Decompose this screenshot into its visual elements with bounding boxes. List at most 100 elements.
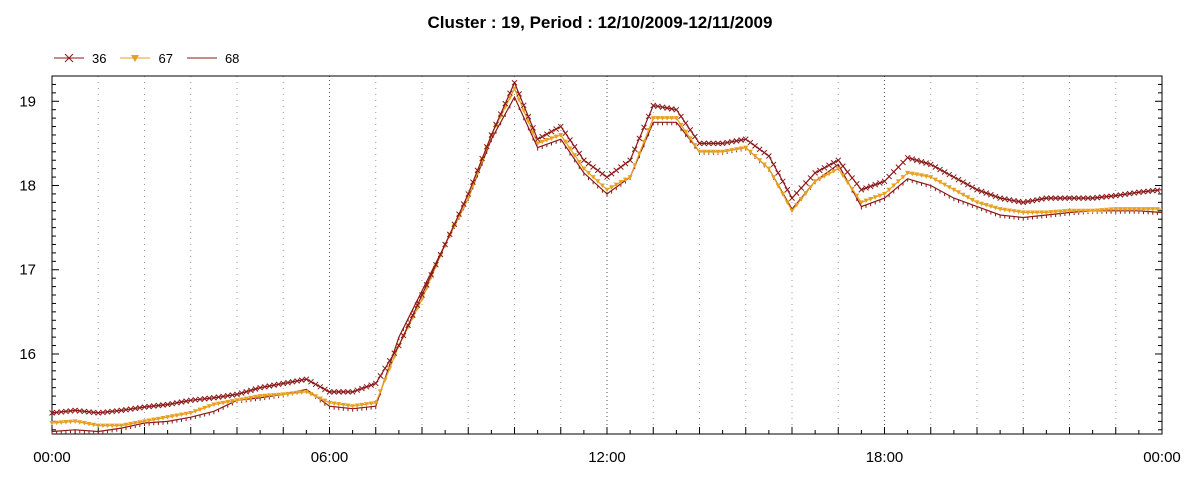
- data-point-67: [100, 423, 106, 429]
- data-point-67: [303, 389, 309, 395]
- legend-item-36[interactable]: 36: [52, 51, 106, 66]
- data-point-67: [86, 421, 92, 427]
- data-point-67: [743, 145, 749, 151]
- data-point-67: [331, 401, 337, 407]
- data-point-67: [373, 400, 379, 406]
- data-point-67: [105, 423, 110, 429]
- data-point-36: [289, 378, 296, 385]
- data-point-36: [215, 394, 222, 400]
- data-point-67: [784, 200, 790, 205]
- data-point-36: [497, 111, 504, 117]
- data-point-36: [1034, 196, 1040, 203]
- data-point-36: [257, 384, 263, 391]
- data-point-36: [502, 100, 509, 107]
- data-point-67: [775, 183, 781, 189]
- data-point-67: [752, 154, 758, 159]
- data-point-36: [206, 395, 213, 402]
- legend-item-67[interactable]: 67: [118, 51, 173, 66]
- data-point-36: [63, 408, 69, 415]
- data-point-67: [849, 186, 855, 192]
- data-point-67: [692, 143, 698, 148]
- data-point-36: [553, 126, 559, 132]
- data-point-67: [641, 139, 647, 145]
- data-point-67: [650, 116, 656, 121]
- data-point-67: [586, 170, 591, 176]
- data-point-36: [655, 103, 661, 110]
- data-point-36: [1117, 192, 1124, 198]
- data-point-67: [946, 185, 952, 190]
- data-point-67: [923, 174, 929, 179]
- data-point-36: [95, 410, 102, 416]
- data-point-36: [146, 403, 152, 410]
- data-point-36: [326, 389, 333, 395]
- data-point-67: [211, 402, 217, 408]
- data-point-67: [253, 394, 258, 400]
- data-point-67: [1154, 207, 1160, 212]
- data-point-67: [382, 377, 388, 383]
- x-tick-label: 12:00: [588, 449, 626, 466]
- data-point-36: [872, 181, 879, 188]
- data-point-67: [202, 405, 208, 411]
- data-point-36: [1149, 187, 1156, 194]
- data-point-67: [868, 196, 874, 202]
- data-point-67: [197, 407, 203, 413]
- data-point-36: [988, 191, 994, 198]
- data-point-67: [909, 171, 915, 177]
- data-point-67: [854, 193, 860, 199]
- data-point-67: [58, 420, 64, 425]
- data-point-36: [571, 143, 578, 150]
- data-point-36: [155, 402, 162, 409]
- data-point-36: [608, 170, 615, 177]
- data-point-36: [779, 178, 786, 185]
- data-point-36: [812, 170, 818, 176]
- data-point-36: [340, 389, 347, 395]
- data-point-67: [1136, 207, 1142, 212]
- data-point-67: [701, 149, 707, 155]
- data-point-67: [169, 414, 175, 419]
- data-point-36: [659, 104, 666, 111]
- data-point-67: [831, 169, 837, 174]
- data-point-67: [613, 182, 619, 188]
- data-point-36: [271, 382, 277, 388]
- data-point-67: [983, 203, 989, 208]
- data-point-67: [1030, 210, 1035, 215]
- data-point-36: [137, 404, 143, 411]
- data-point-67: [118, 423, 124, 429]
- data-point-67: [623, 177, 628, 183]
- data-point-36: [359, 385, 365, 392]
- data-point-36: [863, 185, 869, 191]
- data-point-36: [317, 383, 324, 390]
- data-point-67: [350, 404, 356, 409]
- data-point-36: [983, 190, 990, 196]
- data-point-36: [118, 407, 125, 414]
- data-point-67: [572, 153, 578, 158]
- data-point-67: [109, 423, 115, 429]
- data-point-36: [308, 378, 314, 385]
- data-point-36: [174, 399, 180, 406]
- data-point-67: [738, 146, 744, 151]
- data-point-67: [54, 420, 60, 426]
- data-point-36: [86, 409, 92, 415]
- data-point-36: [1052, 195, 1059, 201]
- data-point-36: [673, 106, 680, 113]
- legend-item-68[interactable]: 68: [185, 51, 239, 66]
- data-point-67: [95, 423, 101, 429]
- data-point-67: [1131, 207, 1137, 212]
- data-point-36: [252, 386, 259, 392]
- data-point-36: [867, 183, 874, 190]
- data-point-67: [687, 136, 693, 141]
- data-point-67: [673, 116, 679, 121]
- legend-swatch-36: [54, 53, 84, 63]
- data-point-36: [544, 131, 550, 137]
- data-point-36: [396, 342, 402, 349]
- data-point-67: [965, 195, 971, 200]
- data-point-67: [974, 200, 980, 205]
- data-point-67: [239, 397, 245, 402]
- data-point-36: [594, 167, 601, 174]
- data-point-36: [1075, 195, 1082, 201]
- data-point-36: [100, 409, 106, 416]
- data-point-36: [229, 392, 236, 398]
- data-point-36: [201, 395, 208, 402]
- data-point-36: [377, 373, 384, 379]
- data-point-67: [669, 116, 675, 121]
